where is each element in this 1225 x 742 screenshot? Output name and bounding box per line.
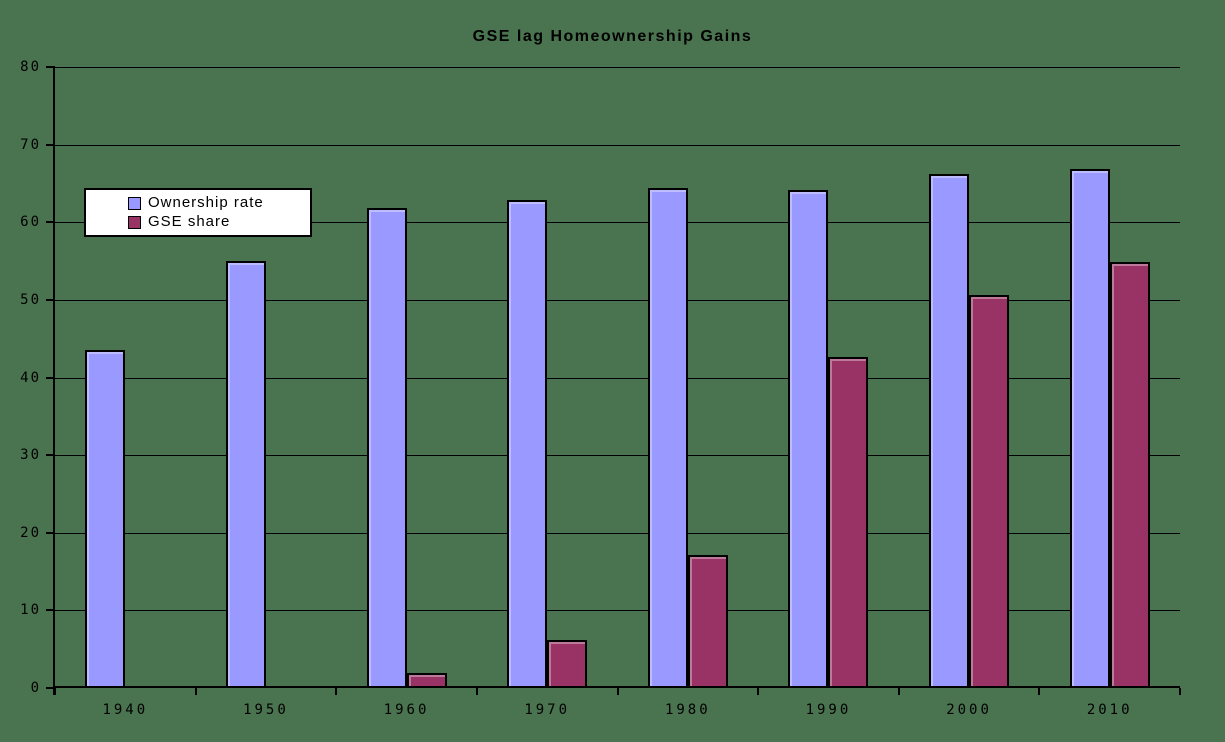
bar-group-1960 — [336, 67, 477, 688]
bar-ownership-rate-1990 — [788, 189, 829, 688]
x-tick-6 — [897, 688, 900, 695]
legend-item-gse-share: GSE share — [128, 214, 310, 230]
y-tick-label-70: 70 — [20, 136, 41, 153]
bar-gse-share-1970 — [547, 639, 588, 688]
y-tick-70 — [46, 143, 55, 146]
x-tick-2 — [335, 688, 338, 695]
x-tick-label-1950: 1950 — [243, 702, 289, 718]
bars-layer — [55, 67, 1180, 688]
bar-gse-share-2010 — [1109, 261, 1150, 688]
x-tick-label-2010: 2010 — [1086, 702, 1133, 718]
y-tick-50 — [46, 298, 55, 301]
y-tick-10 — [46, 609, 55, 612]
x-tick-3 — [475, 688, 478, 695]
legend-label-ownership-rate: Ownership rate — [148, 194, 264, 211]
chart-title: GSE lag Homeownership Gains — [472, 28, 753, 45]
x-tick-5 — [757, 688, 760, 695]
bar-ownership-rate-1980 — [647, 188, 688, 688]
gridline-30 — [55, 455, 1180, 457]
bar-group-2000 — [899, 67, 1040, 688]
y-tick-label-30: 30 — [20, 447, 41, 464]
bar-ownership-rate-1940 — [85, 349, 126, 688]
gridline-40 — [55, 377, 1180, 379]
y-tick-label-40: 40 — [20, 369, 41, 386]
legend-item-ownership-rate: Ownership rate — [128, 195, 310, 211]
bar-group-1970 — [477, 67, 618, 688]
y-tick-80 — [46, 66, 55, 68]
gridline-80 — [55, 67, 1180, 68]
bar-ownership-rate-1960 — [366, 207, 407, 688]
x-tick-label-1990: 1990 — [805, 702, 852, 718]
bar-group-1990 — [758, 67, 899, 688]
y-tick-20 — [46, 531, 55, 534]
bar-group-1950 — [196, 67, 337, 688]
gridline-70 — [55, 144, 1180, 146]
x-tick-label-2000: 2000 — [946, 702, 992, 718]
y-tick-label-50: 50 — [20, 291, 41, 308]
bar-ownership-rate-2000 — [929, 174, 970, 688]
x-tick-8 — [1179, 688, 1181, 695]
x-tick-0 — [54, 688, 56, 695]
legend-swatch-gse-share — [128, 215, 141, 229]
y-tick-label-0: 0 — [30, 680, 41, 696]
bar-ownership-rate-1970 — [507, 199, 548, 688]
bar-gse-share-1990 — [828, 357, 869, 688]
gridline-10 — [55, 610, 1180, 612]
legend-label-gse-share: GSE share — [148, 213, 231, 230]
bar-ownership-rate-1950 — [225, 261, 266, 688]
y-tick-30 — [46, 454, 55, 457]
x-tick-label-1980: 1980 — [664, 702, 711, 718]
y-tick-0 — [46, 687, 55, 689]
gridline-60 — [55, 222, 1180, 224]
gridline-20 — [55, 532, 1180, 534]
bar-group-1980 — [618, 67, 759, 688]
legend-swatch-ownership-rate — [128, 196, 141, 210]
y-tick-40 — [46, 376, 55, 379]
y-axis-line — [53, 67, 55, 695]
x-axis-line — [53, 686, 1180, 688]
x-tick-4 — [616, 688, 619, 695]
y-tick-label-80: 80 — [20, 59, 41, 75]
y-tick-60 — [46, 221, 55, 224]
x-tick-label-1960: 1960 — [383, 702, 430, 718]
bar-group-2010 — [1039, 67, 1180, 688]
x-tick-label-1940: 1940 — [102, 702, 149, 718]
x-tick-1 — [194, 688, 197, 695]
bar-gse-share-1980 — [687, 554, 728, 688]
x-tick-7 — [1038, 688, 1041, 695]
y-tick-label-60: 60 — [20, 214, 41, 231]
plot-area — [53, 67, 1180, 695]
x-tick-label-1970: 1970 — [524, 702, 571, 718]
bar-group-1940 — [55, 67, 196, 688]
gridline-50 — [55, 299, 1180, 301]
y-tick-label-20: 20 — [20, 524, 41, 541]
y-tick-label-10: 10 — [20, 602, 41, 619]
bar-ownership-rate-2010 — [1069, 168, 1110, 688]
bar-gse-share-2000 — [969, 295, 1010, 688]
legend: Ownership rate GSE share — [84, 188, 312, 237]
